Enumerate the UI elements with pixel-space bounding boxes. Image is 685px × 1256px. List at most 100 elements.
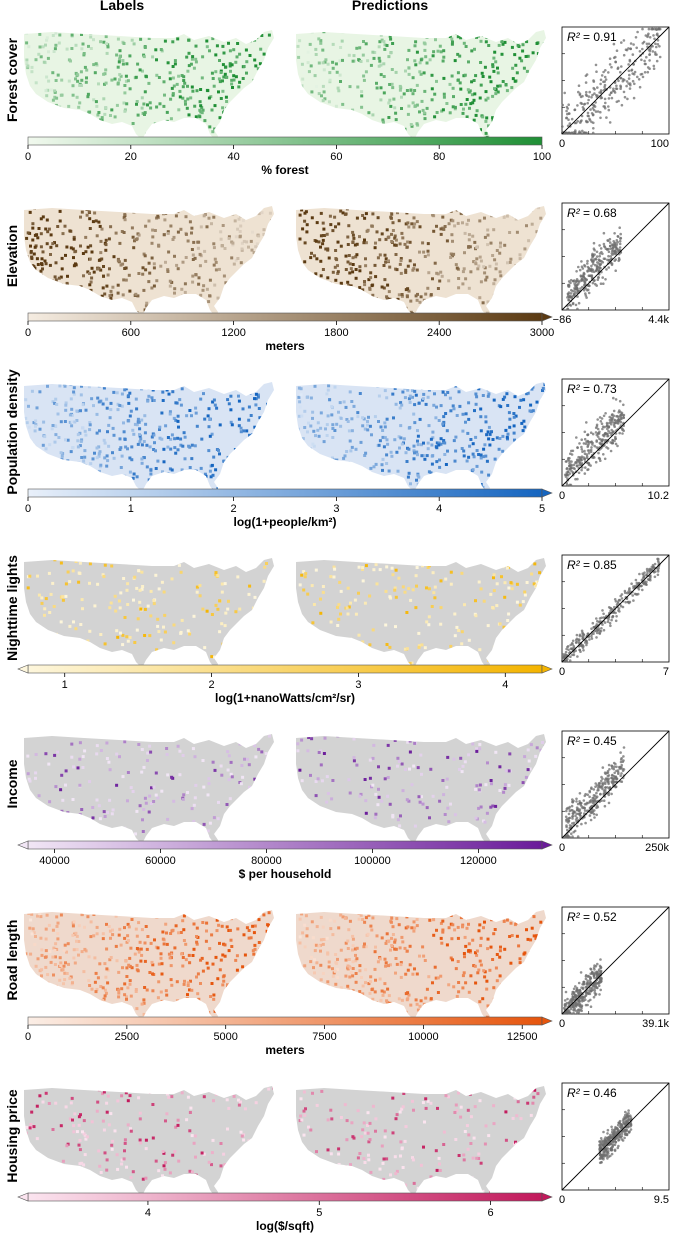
predictions-map [296,558,546,670]
colorbar-tick-label: 4 [502,679,508,691]
header-predictions: Predictions [352,0,428,13]
colorbar-tick-label: 6 [488,1207,494,1219]
row-label: Elevation [4,225,20,287]
colorbar-tick-label: 1 [128,503,134,515]
us-outline [296,734,546,846]
r2-label: R² = 0.46 [567,1086,617,1100]
labels-map [24,734,274,846]
predictions-map [296,382,546,494]
r2-label: R² = 0.68 [567,206,617,220]
colorbar-label: log($/sqft) [256,1219,314,1233]
scatter-points [561,27,662,135]
labels-map [24,30,274,142]
colorbar-tick-label: 2 [231,503,237,515]
colorbar-tick-label: 80000 [251,855,282,867]
scatter-points [563,396,626,487]
colorbar-tick-label: 40000 [39,855,70,867]
us-outline [24,558,274,670]
r2-label: R² = 0.73 [567,382,617,396]
colorbar: 0 20 40 60 80 100 % forest [25,136,551,177]
scatter-plot: R² = 0.46 0 9.5 [559,1082,670,1206]
us-outline [24,30,274,142]
colorbar: 0 2500 5000 7500 10000 12500 meters [25,1016,553,1057]
colorbar-tick-label: 120000 [460,855,497,867]
scatter-plot: R² = 0.68 −86 4.4k [553,202,670,326]
identity-line [561,378,670,487]
row-6: Housing price 4 5 6 log($/sqft) R² = 0.46 0 9.5 [4,1082,670,1233]
r2-label: R² = 0.52 [567,910,617,924]
colorbar-tick-label: 100 [533,151,551,163]
colorbar-tick-label: 1 [62,679,68,691]
colorbar-tick-label: 3 [333,503,339,515]
colorbar: 1 2 3 4 log(1+nanoWatts/cm²/sr) [17,664,553,705]
labels-map [24,206,274,318]
scatter-points [598,1109,633,1165]
colorbar-tick-label: 2 [209,679,215,691]
colorbar-tick-label: 2400 [427,327,451,339]
colorbar-tick-label: 12500 [507,1031,538,1043]
identity-line [561,730,670,839]
colorbar-tick-label: 5000 [213,1031,237,1043]
labels-map [24,1086,274,1198]
labels-map [24,910,274,1022]
colorbar-tick-label: 0 [25,151,31,163]
x-max-label: 250k [645,842,669,854]
identity-line [561,906,670,1015]
x-max-label: 100 [651,138,669,150]
colorbar: 0 1 2 3 4 5 log(1+people/km²) [25,488,553,529]
x-max-label: 7 [663,666,669,678]
colorbar-tick-label: 4 [145,1207,151,1219]
x-min-label: 0 [559,138,565,150]
r2-label: R² = 0.85 [567,558,617,572]
scatter-plot: R² = 0.85 0 7 [559,554,670,678]
row-label: Population density [4,369,20,494]
colorbar-tick-label: 5 [539,503,545,515]
predictions-map [296,734,546,846]
predictions-map [296,1086,546,1198]
x-max-label: 10.2 [648,490,669,502]
row-3: Nighttime lights 1 2 3 4 log(1+nanoWatts/cm²/… [4,554,670,705]
labels-map [24,558,274,670]
x-min-label: 0 [559,490,565,502]
predictions-map [296,206,546,318]
row-5: Road length 0 2500 5000 7500 10000 12500 meters… [4,906,670,1057]
colorbar-tick-label: 1200 [221,327,245,339]
row-label: Road length [4,920,20,1001]
colorbar-tick-label: 3000 [530,327,554,339]
x-max-label: 4.4k [648,314,669,326]
colorbar-label: % forest [261,163,308,177]
row-2: Population density 0 1 2 3 4 5 log(1+people/km²… [4,369,670,529]
us-outline [296,30,546,142]
x-min-label: 0 [559,1194,565,1206]
colorbar-tick-label: 1800 [324,327,348,339]
row-1: Elevation 0 600 1200 1800 2400 3000 meters R² = … [4,202,670,353]
colorbar-tick-label: 7500 [312,1031,336,1043]
scatter-plot: R² = 0.52 0 39.1k [559,906,670,1030]
colorbar: 4 5 6 log($/sqft) [17,1192,553,1233]
scatter-points [566,226,623,311]
r2-label: R² = 0.45 [567,734,617,748]
x-max-label: 9.5 [654,1194,669,1206]
identity-line [561,26,670,135]
colorbar-label: log(1+people/km²) [233,515,336,529]
colorbar: 0 600 1200 1800 2400 3000 meters [25,312,554,353]
scatter-plot: R² = 0.73 0 10.2 [559,378,670,502]
colorbar-tick-label: 100000 [354,855,391,867]
colorbar: 40000 60000 80000 100000 120000 $ per househo… [17,840,553,881]
scatter-plot: R² = 0.91 0 100 [559,26,670,150]
colorbar-tick-label: 5 [316,1207,322,1219]
us-outline [296,1086,546,1198]
colorbar-tick-label: 20 [125,151,137,163]
row-label: Income [4,759,20,808]
colorbar-tick-label: 3 [355,679,361,691]
colorbar-tick-label: 0 [25,503,31,515]
colorbar-tick-label: 60 [330,151,342,163]
row-label: Forest cover [4,37,20,122]
colorbar-label: $ per household [239,867,332,881]
colorbar-tick-label: 60000 [145,855,176,867]
scatter-plot: R² = 0.45 0 250k [559,730,670,854]
colorbar-tick-label: 40 [227,151,239,163]
identity-line [561,202,670,311]
